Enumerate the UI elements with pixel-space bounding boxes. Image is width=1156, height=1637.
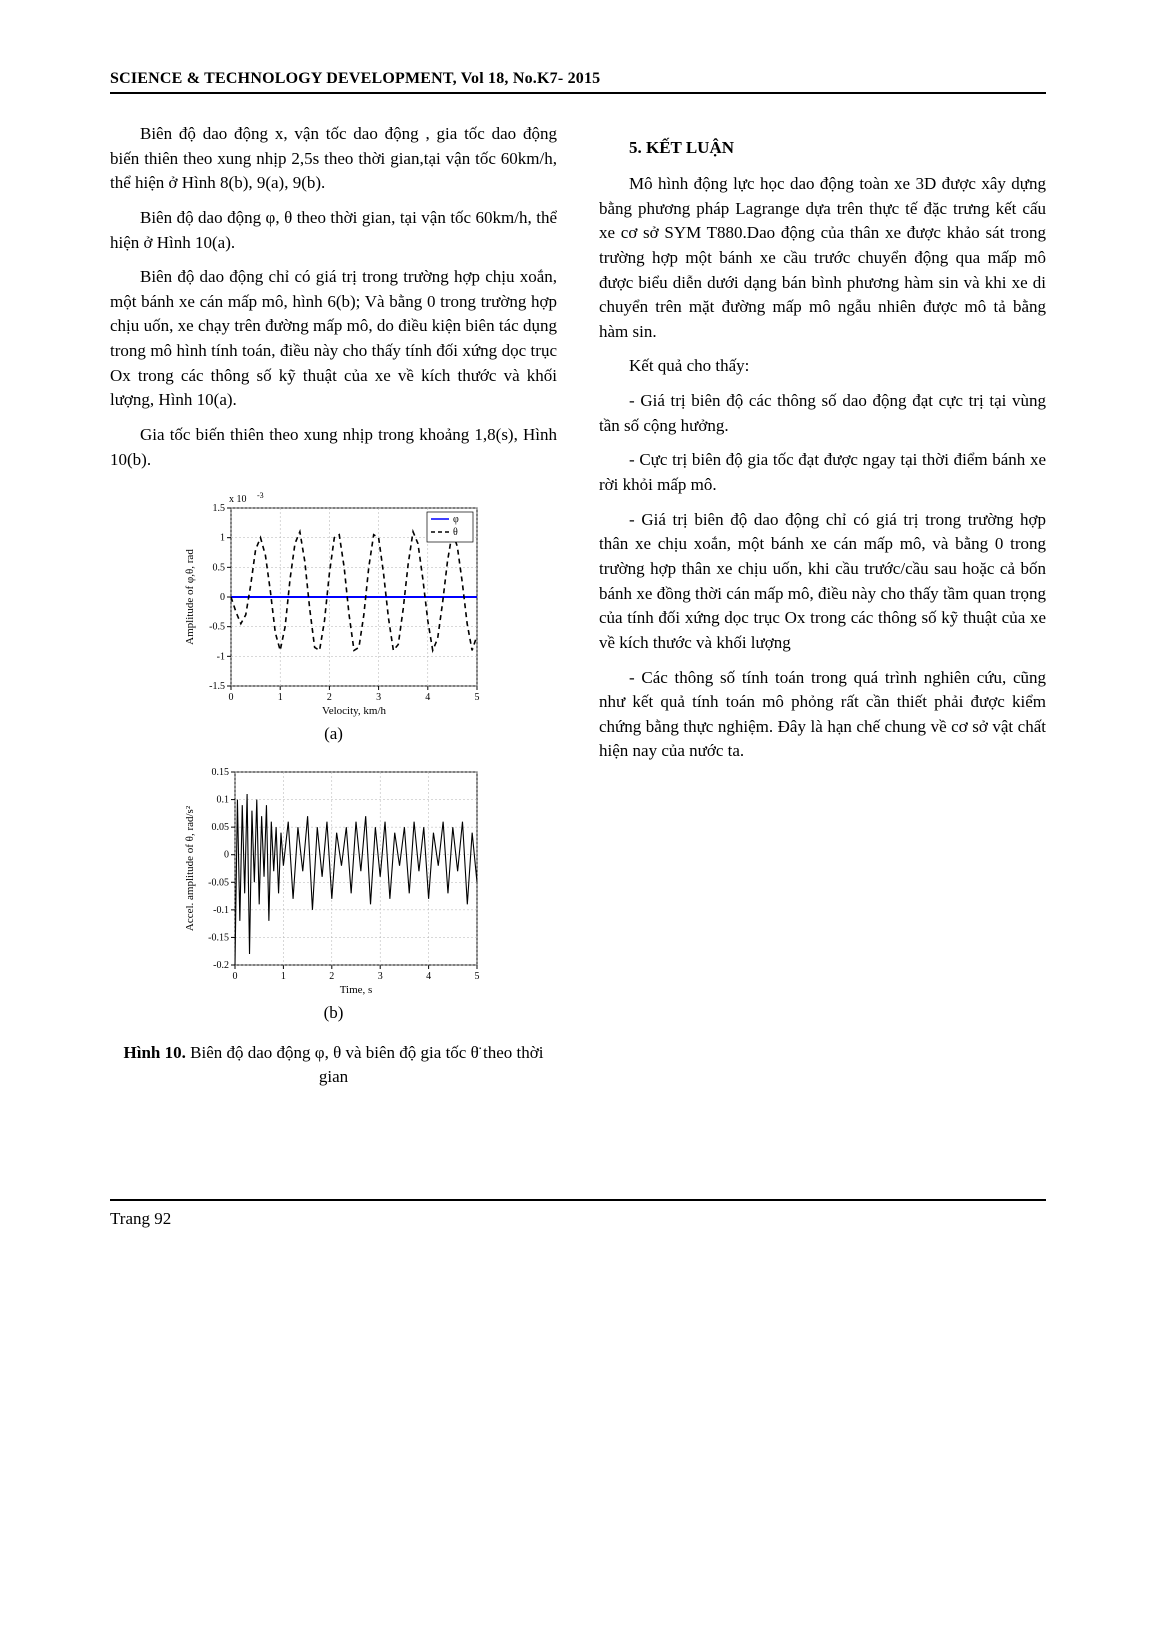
- svg-text:-0.1: -0.1: [213, 905, 229, 916]
- figure-caption-label: Hình 10.: [124, 1043, 186, 1062]
- svg-text:1: 1: [277, 692, 282, 703]
- svg-text:-0.05: -0.05: [208, 878, 229, 889]
- page-header: SCIENCE & TECHNOLOGY DEVELOPMENT, Vol 18…: [110, 70, 1046, 94]
- svg-text:Time, s: Time, s: [339, 984, 372, 996]
- svg-text:x 10: x 10: [229, 494, 247, 505]
- para-left-2: Biên độ dao động φ, θ theo thời gian, tạ…: [110, 206, 557, 255]
- svg-text:1.5: 1.5: [212, 503, 225, 514]
- para-left-3: Biên độ dao động chỉ có giá trị trong tr…: [110, 265, 557, 413]
- figure-10b: 0 1 2 3 4 5 -0.2 -0.15 -0.1 -0.05 0 0.05 0.1 0.15 Time…: [179, 762, 489, 1023]
- svg-text:0: 0: [232, 971, 237, 982]
- section-5-title: 5. KẾT LUẬN: [599, 138, 1046, 158]
- svg-text:3: 3: [377, 971, 382, 982]
- svg-text:2: 2: [326, 692, 331, 703]
- svg-text:0.5: 0.5: [212, 563, 225, 574]
- figure-caption-text: Biên độ dao động φ, θ và biên độ gia tốc…: [186, 1043, 544, 1086]
- svg-text:0.1: 0.1: [216, 795, 229, 806]
- svg-text:2: 2: [329, 971, 334, 982]
- page-footer: Trang 92: [110, 1199, 1046, 1229]
- svg-text:0.15: 0.15: [211, 767, 229, 778]
- right-column: 5. KẾT LUẬN Mô hình động lực học dao độn…: [599, 122, 1046, 1089]
- svg-text:4: 4: [426, 971, 431, 982]
- svg-text:0: 0: [220, 592, 225, 603]
- svg-text:5: 5: [474, 971, 479, 982]
- svg-text:φ: φ: [453, 514, 459, 525]
- svg-text:0.05: 0.05: [211, 822, 229, 833]
- chart-amplitude-phi-theta: 0 1 2 3 4 5 -1.5 -1 -0.5 0 0.5 1 1.5 Velocity, km/h Am…: [179, 488, 489, 718]
- figure-10-caption: Hình 10. Biên độ dao động φ, θ và biên đ…: [110, 1041, 557, 1089]
- content-columns: Biên độ dao động x, vận tốc dao động , g…: [110, 122, 1046, 1089]
- svg-text:-1: -1: [216, 652, 224, 663]
- svg-text:0: 0: [228, 692, 233, 703]
- chart-accel-theta: 0 1 2 3 4 5 -0.2 -0.15 -0.1 -0.05 0 0.05 0.1 0.15 Time…: [179, 762, 489, 997]
- svg-text:Amplitude of φ,θ, rad: Amplitude of φ,θ, rad: [184, 549, 196, 645]
- para-left-4: Gia tốc biến thiên theo xung nhịp trong …: [110, 423, 557, 472]
- para-right-5: - Giá trị biên độ dao động chỉ có giá tr…: [599, 508, 1046, 656]
- left-column: Biên độ dao động x, vận tốc dao động , g…: [110, 122, 557, 1089]
- para-right-6: - Các thông số tính toán trong quá trình…: [599, 666, 1046, 765]
- para-right-1: Mô hình động lực học dao động toàn xe 3D…: [599, 172, 1046, 344]
- para-right-3: - Giá trị biên độ các thông số dao động …: [599, 389, 1046, 438]
- svg-text:4: 4: [425, 692, 430, 703]
- svg-text:5: 5: [474, 692, 479, 703]
- chart-b-sublabel: (b): [179, 1003, 489, 1023]
- para-left-1: Biên độ dao động x, vận tốc dao động , g…: [110, 122, 557, 196]
- para-right-2: Kết quả cho thấy:: [599, 354, 1046, 379]
- svg-text:θ: θ: [453, 527, 458, 538]
- svg-text:3: 3: [376, 692, 381, 703]
- svg-text:-0.5: -0.5: [209, 622, 225, 633]
- figure-10a: 0 1 2 3 4 5 -1.5 -1 -0.5 0 0.5 1 1.5 Velocity, km/h Am…: [179, 488, 489, 744]
- svg-text:1: 1: [220, 533, 225, 544]
- svg-text:1: 1: [280, 971, 285, 982]
- svg-text:-1.5: -1.5: [209, 681, 225, 692]
- svg-text:Velocity, km/h: Velocity, km/h: [321, 705, 386, 717]
- svg-text:Accel. amplitude of θ, rad/s²: Accel. amplitude of θ, rad/s²: [184, 806, 196, 932]
- chart-a-sublabel: (a): [179, 724, 489, 744]
- svg-text:0: 0: [224, 850, 229, 861]
- para-right-4: - Cực trị biên độ gia tốc đạt được ngay …: [599, 448, 1046, 497]
- svg-text:-0.15: -0.15: [208, 933, 229, 944]
- svg-text:-3: -3: [257, 491, 264, 500]
- svg-text:-0.2: -0.2: [213, 960, 229, 971]
